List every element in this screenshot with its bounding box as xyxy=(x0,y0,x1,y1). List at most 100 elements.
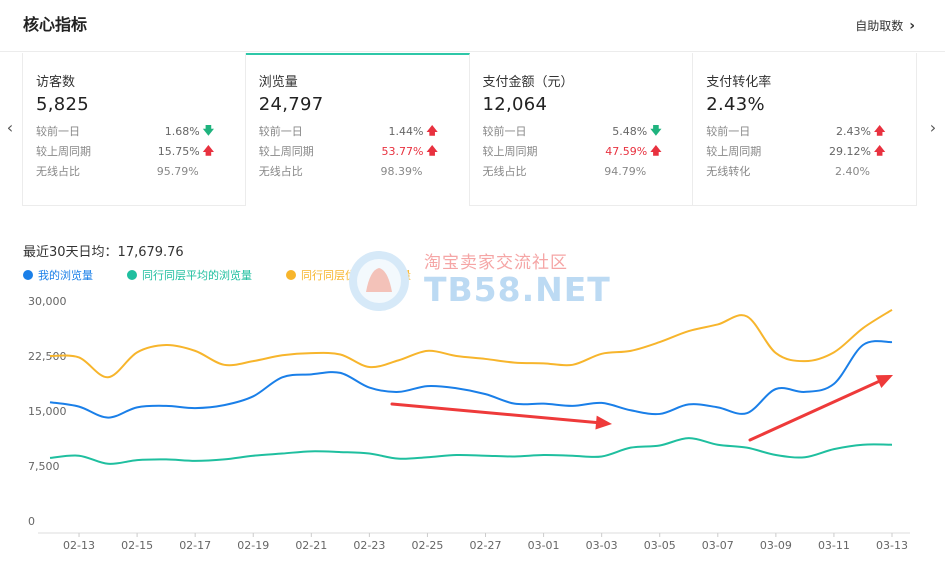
metric-row: 较前一日 1.68% 🡇 xyxy=(36,121,233,141)
row-pct-value: 53.77% xyxy=(381,144,424,158)
metric-row: 较上周同期 53.77% 🡅 xyxy=(259,141,457,161)
metric-card-visitors[interactable]: 访客数 5,825 较前一日 1.68% 🡇 较上周同期 15.75% 🡅 无线占比… xyxy=(22,53,246,206)
row-label: 较前一日 xyxy=(36,125,80,138)
arrow-up-icon: 🡅 xyxy=(650,143,662,157)
metric-value: 12,064 xyxy=(482,94,548,115)
row-pct-value: 1.44% xyxy=(388,124,424,138)
metric-cards: 访客数 5,825 较前一日 1.68% 🡇 较上周同期 15.75% 🡅 无线占比… xyxy=(22,53,917,206)
y-tick-label: 0 xyxy=(28,515,35,528)
metric-card-payment-amount[interactable]: 支付金额（元） 12,064 较前一日 5.48% 🡇 较上周同期 47.59% 🡅… xyxy=(469,53,694,206)
x-tick-label: 02-21 xyxy=(295,539,327,552)
arrow-up-icon: 🡅 xyxy=(874,143,886,157)
legend-dot xyxy=(286,270,296,280)
row-pct-value: 5.48% xyxy=(612,124,648,138)
metric-row: 较上周同期 15.75% 🡅 xyxy=(36,141,233,161)
legend-item-mine[interactable]: 我的浏览量 xyxy=(23,267,93,283)
row-label: 较前一日 xyxy=(482,125,527,138)
annotation-arrow-down-head xyxy=(595,415,612,430)
watermark-text-cn: 淘宝卖家交流社区 xyxy=(424,253,568,273)
row-pct-value: 2.40% xyxy=(835,164,870,178)
row-pct: 5.48% 🡇 xyxy=(612,122,662,141)
row-pct: 47.59% 🡅 xyxy=(605,142,662,161)
metric-name: 支付金额（元） xyxy=(482,75,574,90)
metric-row: 较前一日 5.48% 🡇 xyxy=(483,121,681,141)
annotation-arrow-down-shaft xyxy=(390,402,598,425)
next-metrics-button[interactable]: › xyxy=(929,118,937,137)
metric-row: 无线占比 94.79% xyxy=(483,161,681,181)
row-pct-value: 2.43% xyxy=(836,124,871,138)
legend-label: 同行同层平均的浏览量 xyxy=(142,269,252,282)
y-tick-label: 7,500 xyxy=(28,460,60,473)
row-pct-value: 95.79% xyxy=(156,164,199,178)
x-tick-label: 02-15 xyxy=(121,539,153,552)
x-tick-label: 03-01 xyxy=(528,539,560,552)
arrow-down-icon: 🡇 xyxy=(650,123,662,137)
annotation-arrow-up-shaft xyxy=(748,380,880,442)
x-tick-label: 03-03 xyxy=(586,539,618,552)
row-pct: 1.68% 🡇 xyxy=(164,122,214,141)
legend-label: 同行同层优秀的浏览量 xyxy=(301,269,411,282)
metric-value: 5,825 xyxy=(36,94,90,115)
x-tick-label: 03-07 xyxy=(702,539,734,552)
chart-legend: 我的浏览量 同行同层平均的浏览量 同行同层优秀的浏览量 xyxy=(23,267,411,283)
series-line-peer-top xyxy=(49,308,893,379)
row-label: 较前一日 xyxy=(258,125,303,138)
self-fetch-link[interactable]: 自助取数 › xyxy=(855,17,915,34)
metric-name: 访客数 xyxy=(36,75,76,90)
arrow-up-icon: 🡅 xyxy=(202,143,215,157)
pageview-trend-chart: 0 7,500 15,000 22,500 30,000 02-13 02-15 02-17 0… xyxy=(28,295,910,552)
metric-card-conversion-rate[interactable]: 支付转化率 2.43% 较前一日 2.43% 🡅 较上周同期 29.12% 🡅 无线… xyxy=(693,53,917,206)
legend-dot xyxy=(23,270,33,280)
thirty-day-average: 最近30天日均：17,679.76 xyxy=(23,245,184,260)
x-tick-label: 02-17 xyxy=(179,539,211,552)
legend-item-peer-top[interactable]: 同行同层优秀的浏览量 xyxy=(286,267,411,283)
x-tick-label: 03-05 xyxy=(644,539,676,552)
row-pct: 29.12% 🡅 xyxy=(829,142,886,161)
legend-label: 我的浏览量 xyxy=(38,269,93,282)
row-pct: 53.77% 🡅 xyxy=(381,142,438,161)
metric-row: 较上周同期 29.12% 🡅 xyxy=(706,141,904,161)
x-tick-label: 02-13 xyxy=(63,539,95,552)
legend-item-peer-average[interactable]: 同行同层平均的浏览量 xyxy=(127,267,252,283)
row-pct-value: 98.39% xyxy=(380,164,423,178)
metric-row: 无线转化 2.40% xyxy=(706,161,904,181)
row-pct-value: 15.75% xyxy=(157,144,200,158)
row-label: 无线转化 xyxy=(706,165,751,178)
row-pct-value: 94.79% xyxy=(604,164,647,178)
row-label: 较上周同期 xyxy=(36,145,91,158)
row-pct: 1.44% 🡅 xyxy=(388,122,438,141)
arrow-up-icon: 🡅 xyxy=(426,123,438,137)
row-label: 无线占比 xyxy=(258,165,303,178)
self-fetch-label: 自助取数 xyxy=(855,19,904,33)
row-pct: 2.43% 🡅 xyxy=(836,122,886,141)
prev-metrics-button[interactable]: ‹ xyxy=(6,118,14,137)
y-tick-label: 22,500 xyxy=(28,350,67,363)
row-label: 较上周同期 xyxy=(482,145,538,158)
annotation-arrow-up-head xyxy=(875,375,893,388)
series-line-mine xyxy=(49,340,893,419)
metric-row: 较上周同期 47.59% 🡅 xyxy=(483,141,681,161)
page-title: 核心指标 xyxy=(23,15,88,34)
x-tick-label: 03-09 xyxy=(760,539,792,552)
x-tick-label: 03-13 xyxy=(876,539,908,552)
metric-row: 无线占比 98.39% xyxy=(259,161,457,181)
x-tick-label: 02-27 xyxy=(470,539,502,552)
arrow-up-icon: 🡅 xyxy=(426,143,438,157)
metric-name: 支付转化率 xyxy=(706,75,772,90)
metric-name: 浏览量 xyxy=(258,75,298,90)
row-label: 较前一日 xyxy=(706,125,751,138)
series-line-peer-average xyxy=(49,437,893,465)
x-tick-label: 02-25 xyxy=(411,539,443,552)
row-pct-value: 1.68% xyxy=(164,124,200,138)
core-metrics-header: 核心指标 自助取数 › xyxy=(0,0,945,52)
row-pct-value: 47.59% xyxy=(605,144,648,158)
arrow-up-icon: 🡅 xyxy=(874,123,886,137)
row-label: 无线占比 xyxy=(36,165,80,178)
metric-row: 较前一日 1.44% 🡅 xyxy=(259,121,457,141)
row-label: 较上周同期 xyxy=(258,145,314,158)
row-pct-value: 29.12% xyxy=(829,144,871,158)
x-tick-label: 03-11 xyxy=(818,539,850,552)
x-tick-label: 02-23 xyxy=(353,539,385,552)
metric-card-pageviews[interactable]: 浏览量 24,797 较前一日 1.44% 🡅 较上周同期 53.77% 🡅 无线占… xyxy=(245,53,470,206)
legend-dot xyxy=(127,270,137,280)
